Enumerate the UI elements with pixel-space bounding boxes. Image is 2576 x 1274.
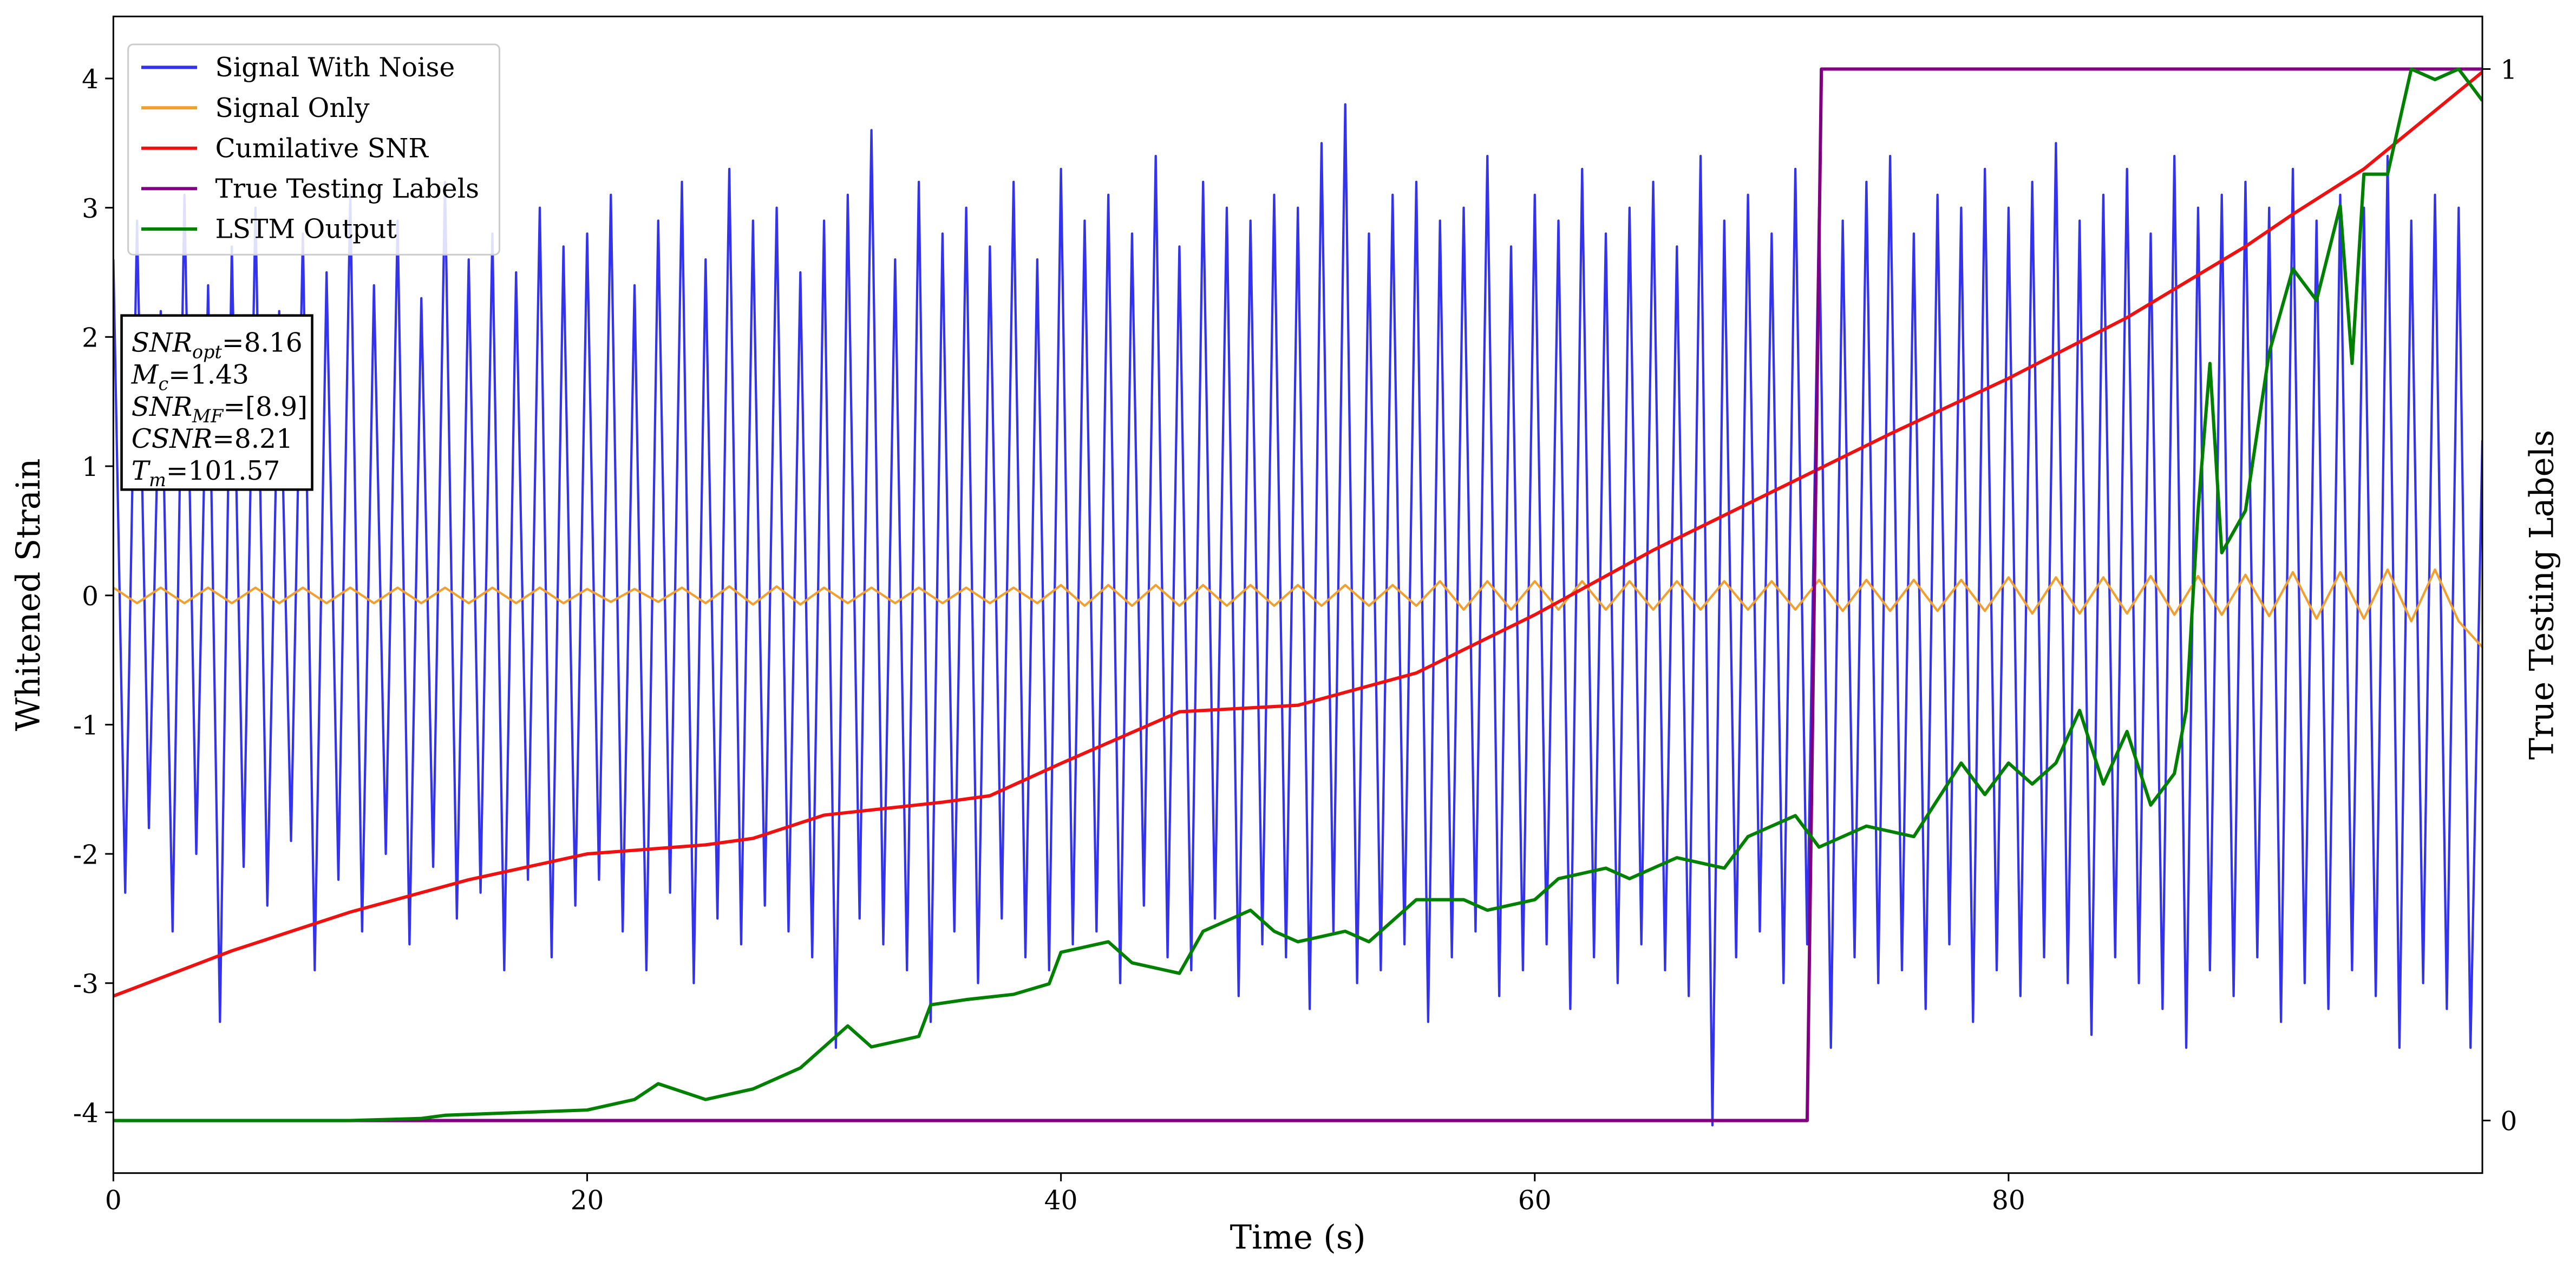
y-tick-label: -4 (73, 1099, 99, 1129)
y-tick-label: 4 (82, 64, 99, 95)
legend-label: Cumilative SNR (215, 133, 429, 164)
legend-box (127, 43, 500, 256)
series-line (113, 67, 2483, 1122)
annotation-value: =101.57 (166, 456, 280, 486)
annotation-line: SNRMF=[8.9] (132, 392, 308, 427)
annotation-box (120, 314, 313, 491)
annotation-value: =8.16 (222, 328, 303, 358)
annotation-symbol: SNR (132, 328, 192, 358)
series-line (113, 70, 2483, 998)
x-tick-label: 60 (1518, 1185, 1552, 1216)
y-tick-label: 0 (82, 582, 99, 612)
legend-label: LSTM Output (215, 214, 397, 245)
x-tick-label: 20 (571, 1185, 604, 1216)
series-line (113, 67, 2483, 1122)
x-tick-label: 0 (105, 1185, 122, 1216)
annotation-symbol: SNR (132, 392, 192, 422)
annotation-subscript: c (158, 374, 168, 395)
y-tick-label: -1 (73, 711, 99, 741)
annotation-line: Mc=1.43 (131, 360, 249, 395)
y-tick-label: -2 (73, 840, 99, 870)
annotation-symbol: T (132, 456, 151, 486)
annotation-symbol: CSNR (132, 424, 212, 454)
annotation-subscript: opt (192, 342, 222, 363)
y2-tick-label: 0 (2500, 1107, 2517, 1137)
annotation-value: =[8.9] (223, 392, 308, 422)
legend-label: Signal Only (215, 93, 370, 123)
x-axis-label: Time (s) (1230, 1219, 1366, 1257)
annotation-line: SNRopt=8.16 (132, 328, 303, 362)
series-line (113, 568, 2483, 648)
y-tick-label: 1 (82, 452, 99, 482)
legend-label: True Testing Labels (215, 174, 480, 204)
x-tick-label: 40 (1044, 1185, 1078, 1216)
annotation-line: Tm=101.57 (132, 456, 280, 491)
annotation-line: CSNR=8.21 (132, 424, 293, 454)
series-line (113, 103, 2483, 1127)
y2-axis-label: True Testing Labels (2523, 430, 2561, 760)
y-tick-label: 2 (82, 323, 99, 354)
y-tick-label: -3 (73, 969, 99, 999)
annotation-value: =1.43 (168, 360, 249, 390)
y-tick-label: 3 (82, 194, 99, 224)
legend-label: Signal With Noise (215, 53, 455, 83)
y2-tick-label: 1 (2500, 55, 2517, 86)
annotation-value: =8.21 (212, 424, 293, 454)
annotation-subscript: m (149, 469, 166, 491)
annotation-subscript: MF (192, 406, 224, 427)
x-tick-label: 80 (1992, 1185, 2025, 1216)
annotation-symbol: M (131, 360, 159, 390)
y-axis-label: Whitened Strain (10, 459, 48, 731)
